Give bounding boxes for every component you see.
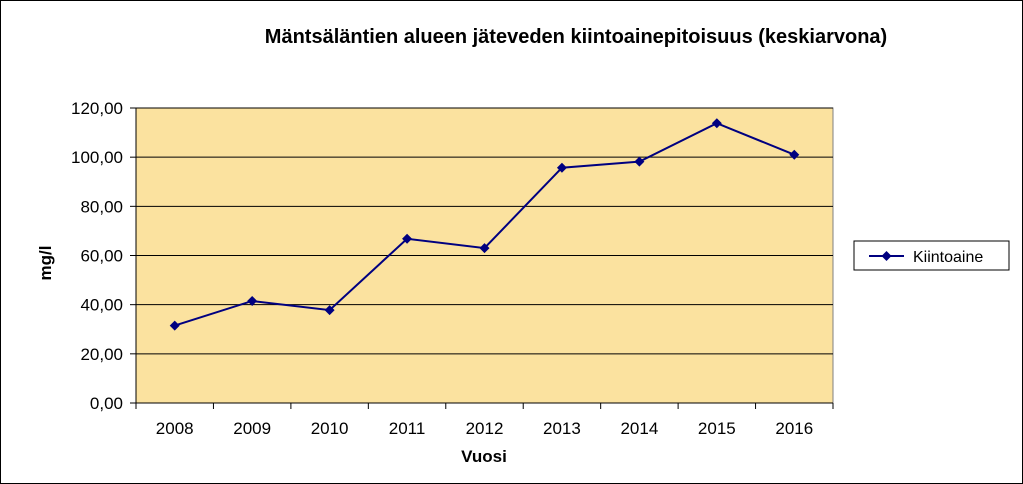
series-markers: [169, 118, 800, 331]
x-tick-label: 2012: [466, 419, 504, 438]
x-tick-label: 2016: [775, 419, 813, 438]
data-point-marker: [324, 305, 335, 316]
y-tick-label: 80,00: [80, 197, 123, 216]
legend: Kiintoaine: [853, 240, 1010, 271]
y-axis-label: mg/l: [36, 246, 55, 281]
y-tick-label: 0,00: [90, 394, 123, 413]
data-point-marker: [634, 156, 645, 167]
y-tick-label: 120,00: [71, 99, 123, 118]
x-tick-label: 2011: [389, 419, 426, 438]
x-tick-label: 2009: [233, 419, 271, 438]
legend-marker-icon: [881, 251, 892, 261]
x-tick-label: 2015: [698, 419, 736, 438]
y-tick-label: 20,00: [80, 345, 123, 364]
data-point-marker: [711, 118, 722, 129]
data-point-marker: [402, 233, 413, 244]
chart-title: Mäntsäläntien alueen jäteveden kiintoain…: [265, 26, 887, 48]
legend-label: Kiintoaine: [913, 249, 983, 266]
y-axis: 0,00 20,00 40,00 60,00 80,00 100,00 120,00: [71, 99, 137, 413]
x-axis-label: Vuosi: [461, 447, 507, 466]
data-point-marker: [247, 295, 258, 306]
x-axis: 2008 2009 2010 2011 2012 2013 2014 2015 2016: [135, 402, 834, 438]
x-tick-label: 2014: [620, 419, 658, 438]
y-tick-label: 40,00: [80, 296, 123, 315]
data-point-marker: [169, 320, 180, 331]
x-tick-label: 2008: [156, 419, 194, 438]
x-tick-label: 2010: [311, 419, 349, 438]
data-point-marker: [556, 162, 567, 173]
y-tick-label: 100,00: [71, 148, 123, 167]
data-point-marker: [479, 243, 490, 254]
y-tick-label: 60,00: [80, 247, 123, 266]
data-point-marker: [789, 149, 800, 160]
x-tick-label: 2013: [543, 419, 581, 438]
